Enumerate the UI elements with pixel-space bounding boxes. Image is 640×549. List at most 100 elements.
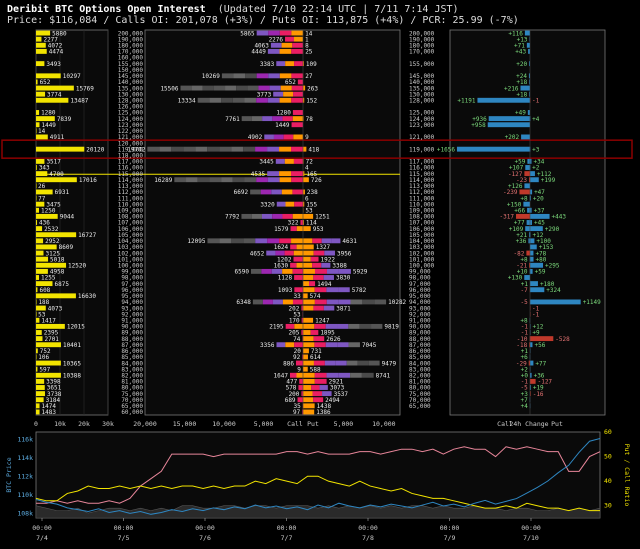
- call-bar-segment: [243, 146, 256, 152]
- call-value-label: 35: [293, 403, 301, 410]
- call-bar-segment: [285, 201, 295, 207]
- strike-label: 60,000: [121, 409, 143, 416]
- put-change-label: +199: [541, 177, 556, 184]
- call-change-bar: [529, 232, 530, 238]
- strike-label: 89,000: [121, 330, 143, 337]
- call-change-label: +10: [517, 269, 528, 276]
- call-change-label: -239: [503, 189, 518, 196]
- put-change-label: -127: [538, 379, 553, 386]
- call-bar-segment: [293, 256, 303, 262]
- strike-label: 107,000: [118, 220, 144, 227]
- put-change-label: +443: [552, 214, 567, 221]
- put-change-label: +9: [532, 330, 540, 337]
- history-x-tick-time: 00:00: [195, 524, 215, 532]
- call-bar-segment: [272, 299, 283, 305]
- put-bar-segment: [303, 250, 314, 256]
- put-bar-segment: [303, 171, 305, 177]
- strike-label: 90,000: [121, 324, 143, 331]
- call-bar-segment: [266, 250, 276, 256]
- total-oi-bar: [36, 134, 48, 140]
- strike-label: 121,000: [118, 134, 144, 141]
- call-bar-segment: [268, 30, 280, 36]
- put-value-label: 10282: [388, 299, 406, 306]
- call-value-label: 1630: [274, 262, 289, 269]
- call-change-bar: [524, 275, 530, 280]
- put-value-label: 1494: [317, 281, 332, 288]
- put-value-label: 726: [311, 177, 322, 184]
- total-oi-label: 3475: [46, 201, 61, 208]
- call-bar-segment: [183, 146, 196, 152]
- put-bar-segment: [338, 287, 350, 293]
- put-value-label: 238: [307, 189, 318, 196]
- put-bar-segment: [303, 85, 306, 91]
- call-change-bar: [528, 48, 530, 54]
- chart-title: Deribit BTC Options Open Interest: [7, 4, 206, 15]
- call-bar-segment: [260, 189, 272, 195]
- put-bar-segment: [338, 372, 351, 378]
- call-change-label: +107: [509, 165, 524, 172]
- put-bar-segment: [303, 366, 308, 372]
- put-value-label: 78: [306, 116, 314, 123]
- put-bar-segment: [338, 268, 351, 274]
- put-change-label: +34: [534, 159, 545, 166]
- change-strike-label: 85,000: [409, 354, 431, 361]
- total-oi-label: 4911: [50, 134, 65, 141]
- ratio-y-tick: 40: [604, 477, 612, 485]
- call-bar-segment: [276, 61, 286, 67]
- strike-label: 124,000: [118, 116, 144, 123]
- call-change-label: +6: [521, 354, 529, 361]
- calls-puts-frame: [144, 29, 401, 416]
- total-oi-bar: [36, 372, 61, 378]
- change-strike-label: 109,000: [409, 207, 435, 214]
- put-bar-segment: [313, 305, 324, 311]
- call-bar-segment: [293, 158, 303, 164]
- put-change-label: +37: [534, 207, 545, 214]
- put-change-bar: [530, 207, 532, 213]
- put-change-bar: [530, 244, 537, 250]
- strike-label: 119,000: [118, 146, 144, 153]
- call-bar-segment: [159, 146, 172, 152]
- call-bar-segment: [174, 177, 187, 183]
- call-change-bar: [528, 73, 530, 79]
- put-bar-segment: [322, 391, 332, 397]
- put-bar-segment: [303, 61, 304, 67]
- call-bar-segment: [294, 201, 303, 207]
- strike-label: 108,000: [118, 214, 144, 221]
- total-oi-label: 3651: [47, 385, 62, 392]
- call-bar-segment: [301, 391, 303, 397]
- call-value-label: 322: [288, 220, 299, 227]
- put-bar-segment: [303, 336, 314, 342]
- call-bar-segment: [294, 342, 303, 348]
- call-value-label: 477: [286, 379, 297, 386]
- calls-x-tick: 20,000: [133, 420, 157, 428]
- total-oi-label: 16630: [78, 293, 96, 300]
- put-change-bar: [530, 195, 531, 201]
- strike-label: 128,000: [118, 97, 144, 104]
- call-change-bar: [487, 122, 530, 128]
- put-bar-segment: [326, 372, 339, 378]
- change-strike-label: 84,000: [409, 360, 431, 367]
- put-bar-segment: [313, 336, 325, 342]
- total-oi-bar: [36, 256, 49, 262]
- put-bar-segment: [371, 323, 383, 329]
- strike-label: 125,000: [118, 110, 144, 117]
- history-ratio-line: [35, 475, 600, 512]
- put-bar-segment: [326, 287, 339, 293]
- change-strike-label: 200,000: [409, 30, 435, 37]
- strike-label: 200,000: [118, 30, 144, 37]
- puts-x-tick: 10,000: [372, 420, 396, 428]
- call-bar-segment: [294, 36, 303, 42]
- call-bar-segment: [186, 177, 198, 183]
- change-axis-label: 24h Change: [509, 420, 548, 428]
- total-oi-label: 188: [38, 299, 49, 306]
- put-value-label: 731: [311, 348, 322, 355]
- strike-label: 93,000: [121, 305, 143, 312]
- strike-label: 103,000: [118, 244, 144, 251]
- put-value-label: 2921: [329, 379, 344, 386]
- change-axis-label: Put: [551, 420, 563, 428]
- put-value-label: 4631: [342, 238, 357, 245]
- put-bar-segment: [361, 372, 374, 378]
- call-bar-segment: [280, 85, 292, 91]
- put-bar-segment: [303, 226, 311, 232]
- change-strike-label: 81,000: [409, 379, 431, 386]
